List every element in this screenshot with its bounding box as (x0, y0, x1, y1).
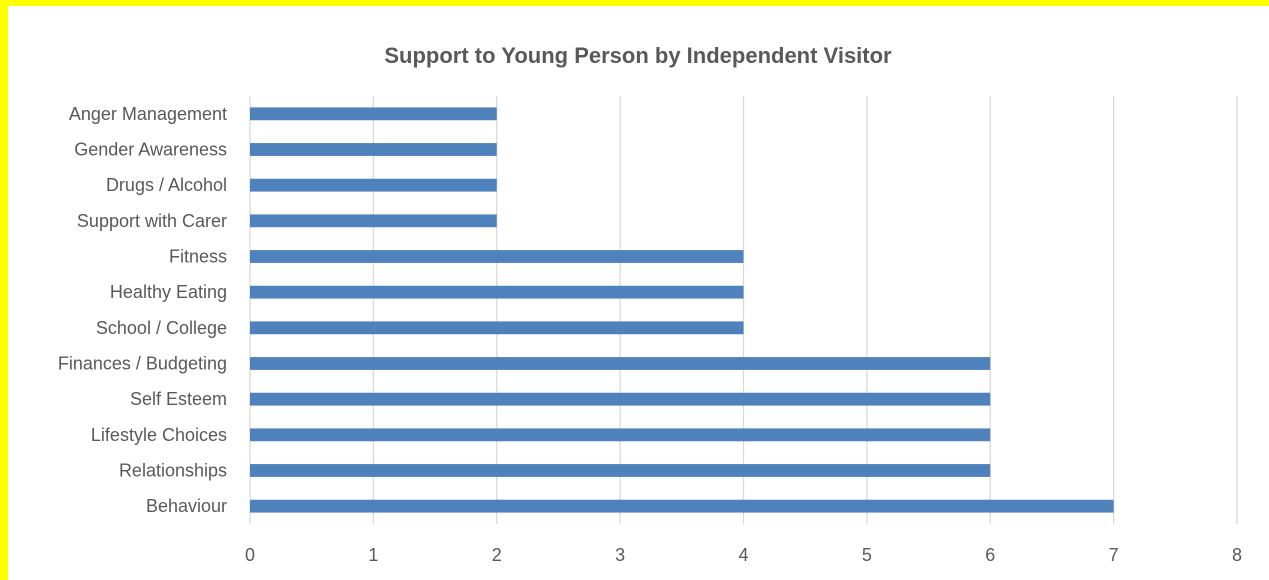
x-tick-label: 5 (862, 545, 872, 565)
bar (250, 285, 744, 299)
bar (250, 464, 991, 477)
category-label: School / College (96, 318, 227, 338)
category-label: Self Esteem (130, 389, 227, 409)
bar (250, 178, 497, 192)
x-tick-label: 8 (1232, 545, 1242, 565)
category-label: Behaviour (146, 496, 227, 516)
x-tick-label: 1 (368, 545, 378, 565)
bar (250, 250, 744, 263)
chart-title: Support to Young Person by Independent V… (384, 43, 892, 68)
x-tick-label: 0 (245, 545, 255, 565)
category-label: Anger Management (69, 104, 227, 124)
bar (250, 143, 497, 156)
category-label: Lifestyle Choices (91, 425, 227, 445)
bars (250, 107, 1114, 513)
bar (250, 321, 744, 335)
bar (250, 428, 991, 442)
bar (250, 214, 497, 228)
category-label: Finances / Budgeting (58, 354, 227, 374)
grid-lines (249, 96, 1238, 524)
bar (250, 107, 497, 121)
bar-chart: Support to Young Person by Independent V… (58, 43, 1242, 565)
bar (250, 392, 991, 406)
x-tick-label: 6 (985, 545, 995, 565)
bar (250, 357, 991, 370)
category-label: Support with Carer (77, 211, 227, 231)
category-labels: Anger Management Gender Awareness Drugs / … (58, 104, 227, 516)
bar (250, 499, 1114, 513)
category-label: Fitness (169, 247, 227, 267)
category-label: Healthy Eating (110, 282, 227, 302)
x-tick-label: 3 (615, 545, 625, 565)
x-tick-labels: 0 1 2 3 4 5 6 7 8 (245, 545, 1242, 565)
x-tick-label: 4 (738, 545, 748, 565)
category-label: Gender Awareness (74, 140, 227, 160)
x-tick-label: 2 (492, 545, 502, 565)
category-label: Drugs / Alcohol (106, 175, 227, 195)
x-tick-label: 7 (1109, 545, 1119, 565)
chart-frame: Support to Young Person by Independent V… (8, 6, 1269, 580)
category-label: Relationships (119, 461, 227, 481)
